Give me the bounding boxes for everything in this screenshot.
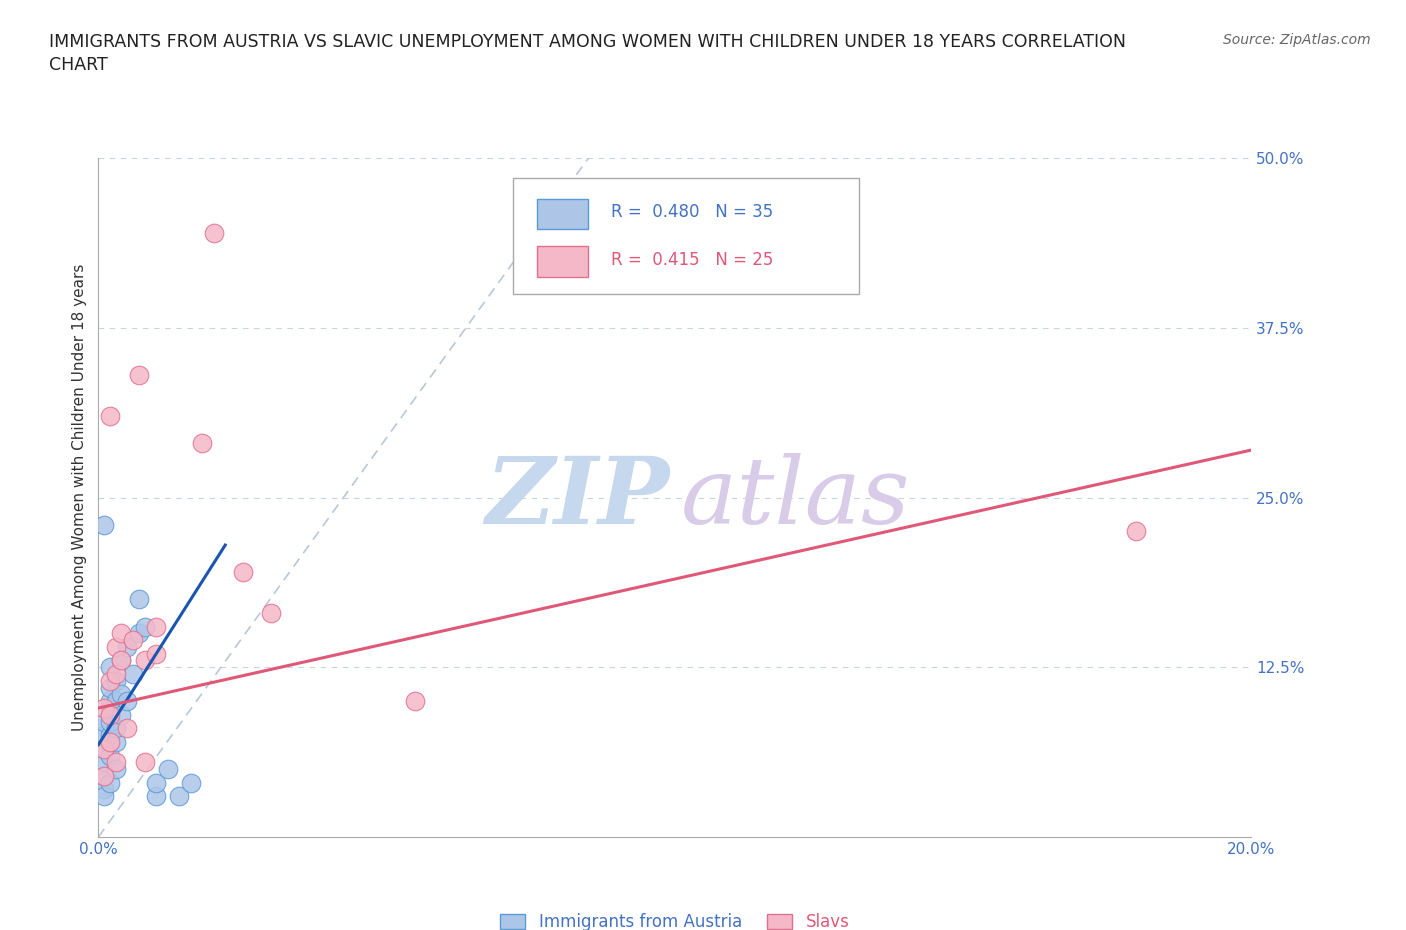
Point — [180, 776, 202, 790]
Point — [134, 619, 156, 634]
Point — [128, 368, 150, 383]
Point — [98, 694, 121, 709]
Text: R =  0.480   N = 35: R = 0.480 N = 35 — [612, 204, 773, 221]
Legend: Immigrants from Austria, Slavs: Immigrants from Austria, Slavs — [494, 907, 856, 930]
FancyBboxPatch shape — [537, 246, 588, 277]
Point — [110, 687, 132, 702]
Text: Source: ZipAtlas.com: Source: ZipAtlas.com — [1223, 33, 1371, 46]
Point — [145, 646, 167, 661]
Text: IMMIGRANTS FROM AUSTRIA VS SLAVIC UNEMPLOYMENT AMONG WOMEN WITH CHILDREN UNDER 1: IMMIGRANTS FROM AUSTRIA VS SLAVIC UNEMPL… — [49, 33, 1126, 50]
Point — [134, 653, 156, 668]
Point — [117, 640, 138, 655]
Point — [93, 727, 115, 742]
Point — [110, 653, 132, 668]
Point — [93, 782, 115, 797]
FancyBboxPatch shape — [513, 179, 859, 294]
Point — [117, 694, 138, 709]
Point — [93, 789, 115, 804]
Point — [98, 727, 121, 742]
Point — [202, 225, 225, 240]
Point — [93, 517, 115, 532]
Point — [145, 776, 167, 790]
Point — [231, 565, 254, 579]
Point — [145, 789, 167, 804]
Point — [98, 660, 121, 675]
Point — [93, 741, 115, 756]
Point — [104, 762, 127, 777]
Point — [93, 714, 115, 729]
Point — [104, 755, 127, 770]
Point — [98, 735, 121, 750]
Point — [98, 700, 121, 715]
Point — [98, 680, 121, 695]
Point — [98, 748, 121, 763]
Point — [98, 776, 121, 790]
Point — [93, 768, 115, 783]
Point — [110, 626, 132, 641]
Point — [104, 735, 127, 750]
Point — [145, 619, 167, 634]
Point — [104, 667, 127, 682]
Point — [191, 436, 214, 451]
Y-axis label: Unemployment Among Women with Children Under 18 years: Unemployment Among Women with Children U… — [72, 264, 87, 731]
Point — [1125, 525, 1147, 539]
Point — [134, 755, 156, 770]
Point — [122, 632, 145, 647]
Point — [104, 640, 127, 655]
Point — [156, 762, 179, 777]
Point — [104, 721, 127, 736]
Point — [104, 694, 127, 709]
Point — [98, 673, 121, 688]
Point — [104, 673, 127, 688]
Text: CHART: CHART — [49, 56, 108, 73]
Point — [117, 721, 138, 736]
Point — [110, 708, 132, 723]
Point — [128, 626, 150, 641]
Point — [93, 741, 115, 756]
Text: ZIP: ZIP — [485, 453, 669, 542]
FancyBboxPatch shape — [537, 199, 588, 230]
Point — [98, 408, 121, 423]
Text: atlas: atlas — [681, 453, 910, 542]
Point — [167, 789, 190, 804]
Point — [98, 708, 121, 723]
Point — [93, 768, 115, 783]
Point — [93, 755, 115, 770]
Point — [98, 714, 121, 729]
Point — [122, 667, 145, 682]
Point — [260, 605, 283, 620]
Point — [405, 694, 427, 709]
Point — [128, 592, 150, 607]
Point — [110, 653, 132, 668]
Point — [93, 700, 115, 715]
Text: R =  0.415   N = 25: R = 0.415 N = 25 — [612, 251, 773, 269]
